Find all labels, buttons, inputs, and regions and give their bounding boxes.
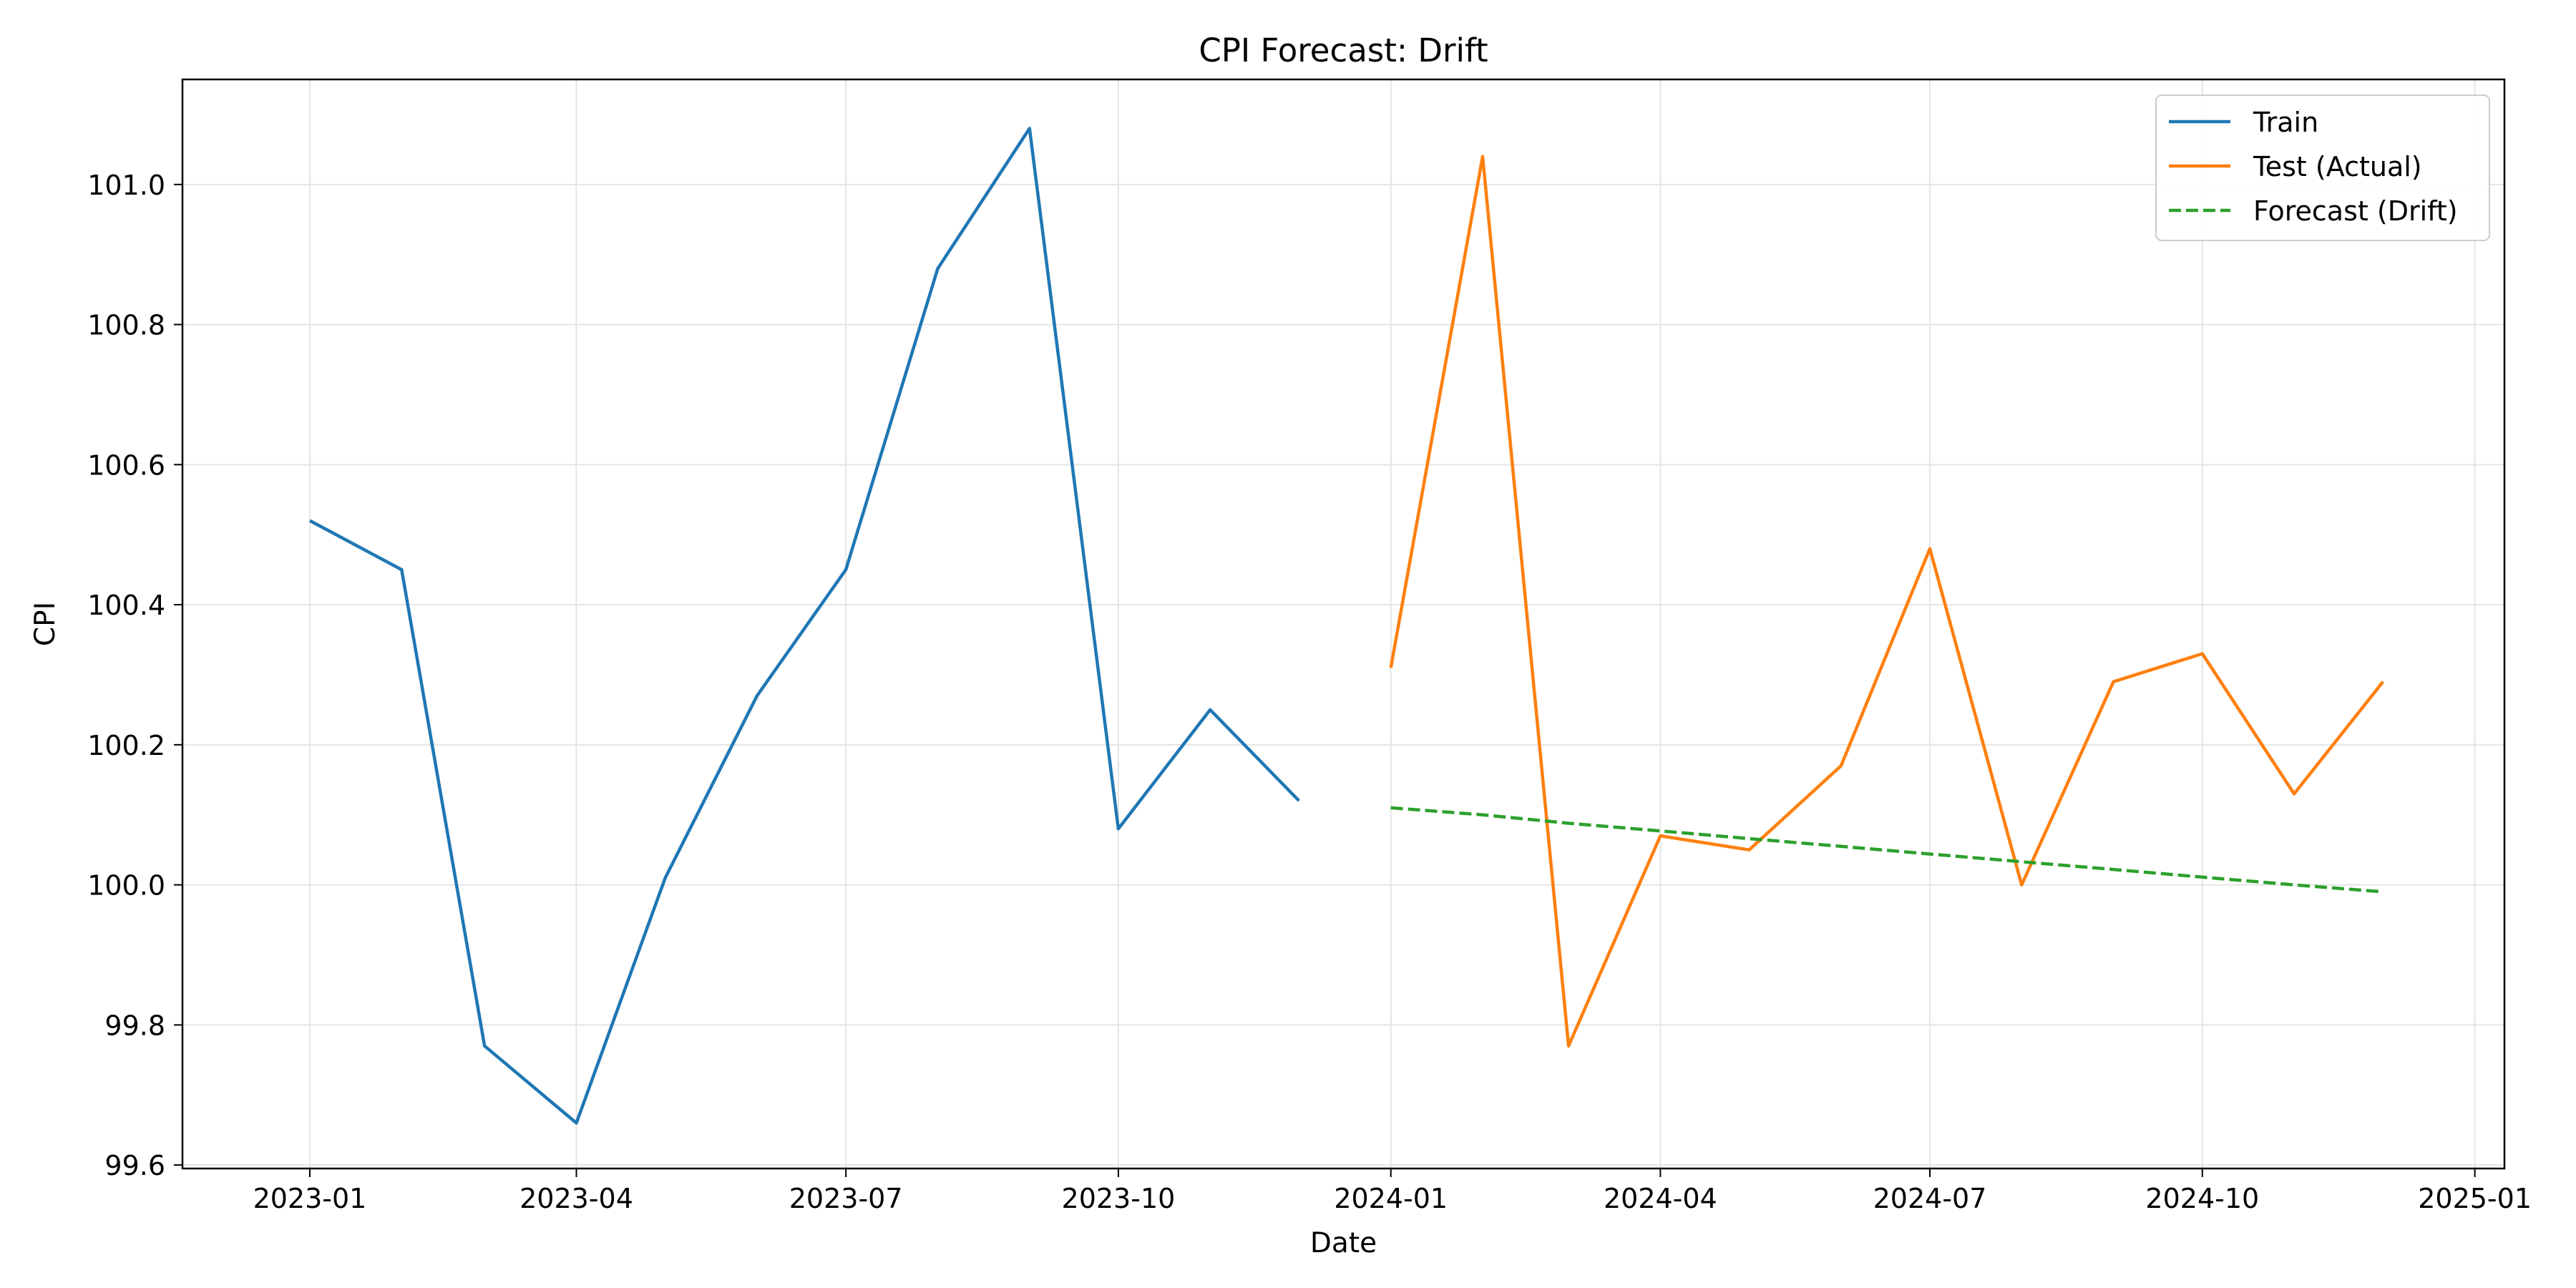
x-tick-label: 2023-10 [1062, 1183, 1176, 1214]
legend-label: Forecast (Drift) [2253, 195, 2458, 227]
y-tick-label: 100.6 [87, 449, 165, 481]
x-tick-label: 2024-04 [1604, 1183, 1717, 1214]
x-tick-label: 2024-07 [1873, 1183, 1987, 1214]
grid [182, 79, 2504, 1169]
legend: Train Test (Actual) Forecast (Drift) [2155, 94, 2490, 241]
y-axis: 99.6 99.8 100.0 100.2 100.4 100.6 100.8 101.0 [87, 170, 182, 1181]
series-line-test-actual [1389, 155, 2385, 1048]
series-line-train [308, 127, 1301, 1125]
series-line-forecast-drift [1390, 806, 2384, 894]
y-tick-label: 99.8 [104, 1010, 165, 1041]
x-tick-label: 2025-01 [2418, 1183, 2532, 1214]
y-tick-label: 100.4 [87, 590, 165, 621]
y-tick-label: 100.2 [87, 730, 165, 761]
x-tick-label: 2024-10 [2145, 1183, 2259, 1214]
y-axis-label: CPI [29, 602, 62, 646]
y-tick-label: 100.0 [87, 870, 165, 902]
y-tick-label: 99.6 [104, 1150, 165, 1181]
legend-label: Test (Actual) [2253, 151, 2422, 182]
x-axis: 2023-01 2023-04 2023-07 2023-10 2024-01 2024-… [253, 1169, 2532, 1214]
series-lines [308, 127, 2385, 1125]
x-axis-label: Date [1310, 1227, 1377, 1259]
x-tick-label: 2024-01 [1334, 1183, 1448, 1214]
x-tick-label: 2023-07 [789, 1183, 903, 1214]
x-tick-label: 2023-04 [519, 1183, 633, 1214]
y-tick-label: 100.8 [87, 310, 165, 341]
plot-frame [181, 78, 2506, 1170]
chart-title: CPI Forecast: Drift [1199, 31, 1488, 69]
y-tick-label: 101.0 [87, 170, 165, 201]
legend-box [2155, 94, 2490, 241]
x-tick-label: 2023-01 [253, 1183, 367, 1214]
legend-label: Train [2253, 107, 2318, 138]
